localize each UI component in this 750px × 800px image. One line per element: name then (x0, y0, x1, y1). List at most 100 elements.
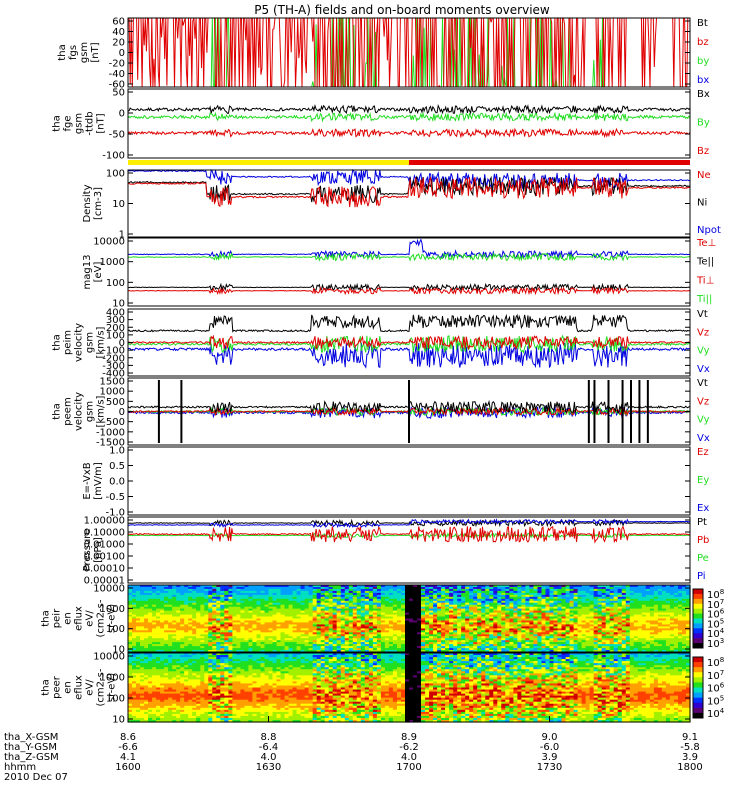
spectrogram-cell (421, 624, 426, 627)
spectrogram-cell (352, 614, 358, 618)
spectrogram-cell (489, 628, 494, 631)
spectrogram-cell (260, 594, 266, 598)
spectrogram-cell (481, 585, 486, 588)
spectrogram-cell (144, 626, 149, 629)
spectrogram-cell (224, 600, 229, 604)
spectrogram-cell (284, 608, 290, 612)
spectrogram-cell (376, 634, 382, 637)
spectrogram-cell (200, 622, 205, 625)
spectrogram-cell (280, 648, 286, 651)
spectrogram-cell (433, 622, 438, 625)
spectrogram-cell (469, 614, 474, 618)
spectrogram-cell (453, 644, 458, 647)
spectrogram-cell (220, 630, 225, 633)
spectrogram-cell (477, 618, 482, 622)
spectrogram-cell (304, 600, 310, 604)
spectrogram-cell (288, 610, 294, 614)
spectrogram-cell (356, 596, 362, 600)
spectrogram-cell (336, 606, 342, 610)
spectrogram-cell (296, 598, 302, 602)
spectrogram-cell (188, 598, 193, 602)
spectrogram-cell (200, 642, 205, 645)
spectrogram-cell (188, 612, 193, 616)
spectrogram-cell (368, 616, 374, 620)
spectrogram-cell (336, 632, 342, 635)
spectrogram-cell (196, 648, 201, 651)
spectrogram-cell (240, 614, 245, 618)
spectrogram-cell (392, 644, 398, 647)
spectrogram-cell (144, 590, 149, 594)
spectrogram-cell (136, 624, 141, 627)
spectrogram-cell (413, 588, 418, 592)
spectrogram-cell (392, 616, 398, 620)
spectrogram-cell (196, 590, 201, 594)
spectrogram-cell (280, 642, 286, 645)
spectrogram-cell (236, 640, 241, 643)
spectrogram-cell (388, 638, 394, 641)
spectrogram-cell (417, 620, 422, 624)
spectrogram-cell (236, 594, 241, 598)
spectrogram-cell (316, 590, 322, 594)
spectrogram-cell (401, 600, 406, 604)
spectrogram-cell (465, 608, 470, 612)
spectrogram-cell (376, 650, 382, 653)
spectrogram-cell (284, 636, 290, 639)
spectrogram-cell (220, 588, 225, 592)
spectrogram-cell (413, 604, 418, 608)
spectrogram-cell (421, 587, 426, 590)
spectrogram-cell (368, 588, 374, 592)
spectrogram-cell (172, 594, 177, 598)
spectrogram-cell (168, 592, 173, 596)
spectrogram-cell (312, 626, 318, 629)
spectrogram-cell (180, 602, 185, 606)
spectrogram-cell (372, 594, 378, 598)
spectrogram-cell (164, 596, 169, 600)
spectrogram-cell (372, 606, 378, 610)
spectrogram-cell (485, 585, 490, 588)
spectrogram-cell (429, 624, 434, 627)
spectrogram-cell (208, 616, 213, 620)
spectrogram-cell (244, 608, 249, 612)
spectrogram-cell (136, 602, 141, 606)
spectrogram-cell (188, 620, 193, 624)
spectrogram-cell (449, 587, 454, 590)
spectrogram-cell (184, 620, 189, 624)
colorbar-swatch (693, 628, 703, 634)
spectrogram-cell (405, 622, 410, 625)
spectrogram-cell (260, 624, 266, 627)
spectrogram-cell (168, 604, 173, 608)
spectrogram-cell (477, 634, 482, 637)
spectrogram-cell (352, 648, 358, 651)
spectrogram-cell (449, 646, 454, 649)
spectrogram-cell (372, 616, 378, 620)
spectrogram-cell (481, 608, 486, 612)
spectrogram-cell (360, 646, 366, 649)
spectrogram-cell (280, 587, 286, 590)
spectrogram-cell (449, 606, 454, 610)
spectrogram-cell (168, 606, 173, 610)
spectrogram-cell (352, 585, 358, 588)
spectrogram-cell (188, 628, 193, 631)
spectrogram-cell (280, 624, 286, 627)
spectrogram-cell (172, 598, 177, 602)
spectrogram-cell (128, 620, 133, 624)
spectrogram-cell (260, 634, 266, 637)
spectrogram-cell (228, 594, 233, 598)
spectrogram-cell (364, 648, 370, 651)
spectrogram-cell (136, 634, 141, 637)
spectrogram-cell (372, 608, 378, 612)
spectrogram-cell (441, 594, 446, 598)
spectrogram-cell (200, 650, 205, 653)
spectrogram-cell (392, 634, 398, 637)
spectrogram-cell (384, 612, 390, 616)
spectrogram-cell (144, 622, 149, 625)
spectrogram-cell (324, 610, 330, 614)
spectrogram-cell (288, 626, 294, 629)
spectrogram-cell (356, 638, 362, 641)
spectrogram-cell (200, 602, 205, 606)
spectrogram-cell (268, 606, 274, 610)
spectrogram-cell (320, 644, 326, 647)
spectrogram-cell (152, 634, 157, 637)
spectrogram-cell (304, 650, 310, 653)
spectrogram-cell (200, 628, 205, 631)
